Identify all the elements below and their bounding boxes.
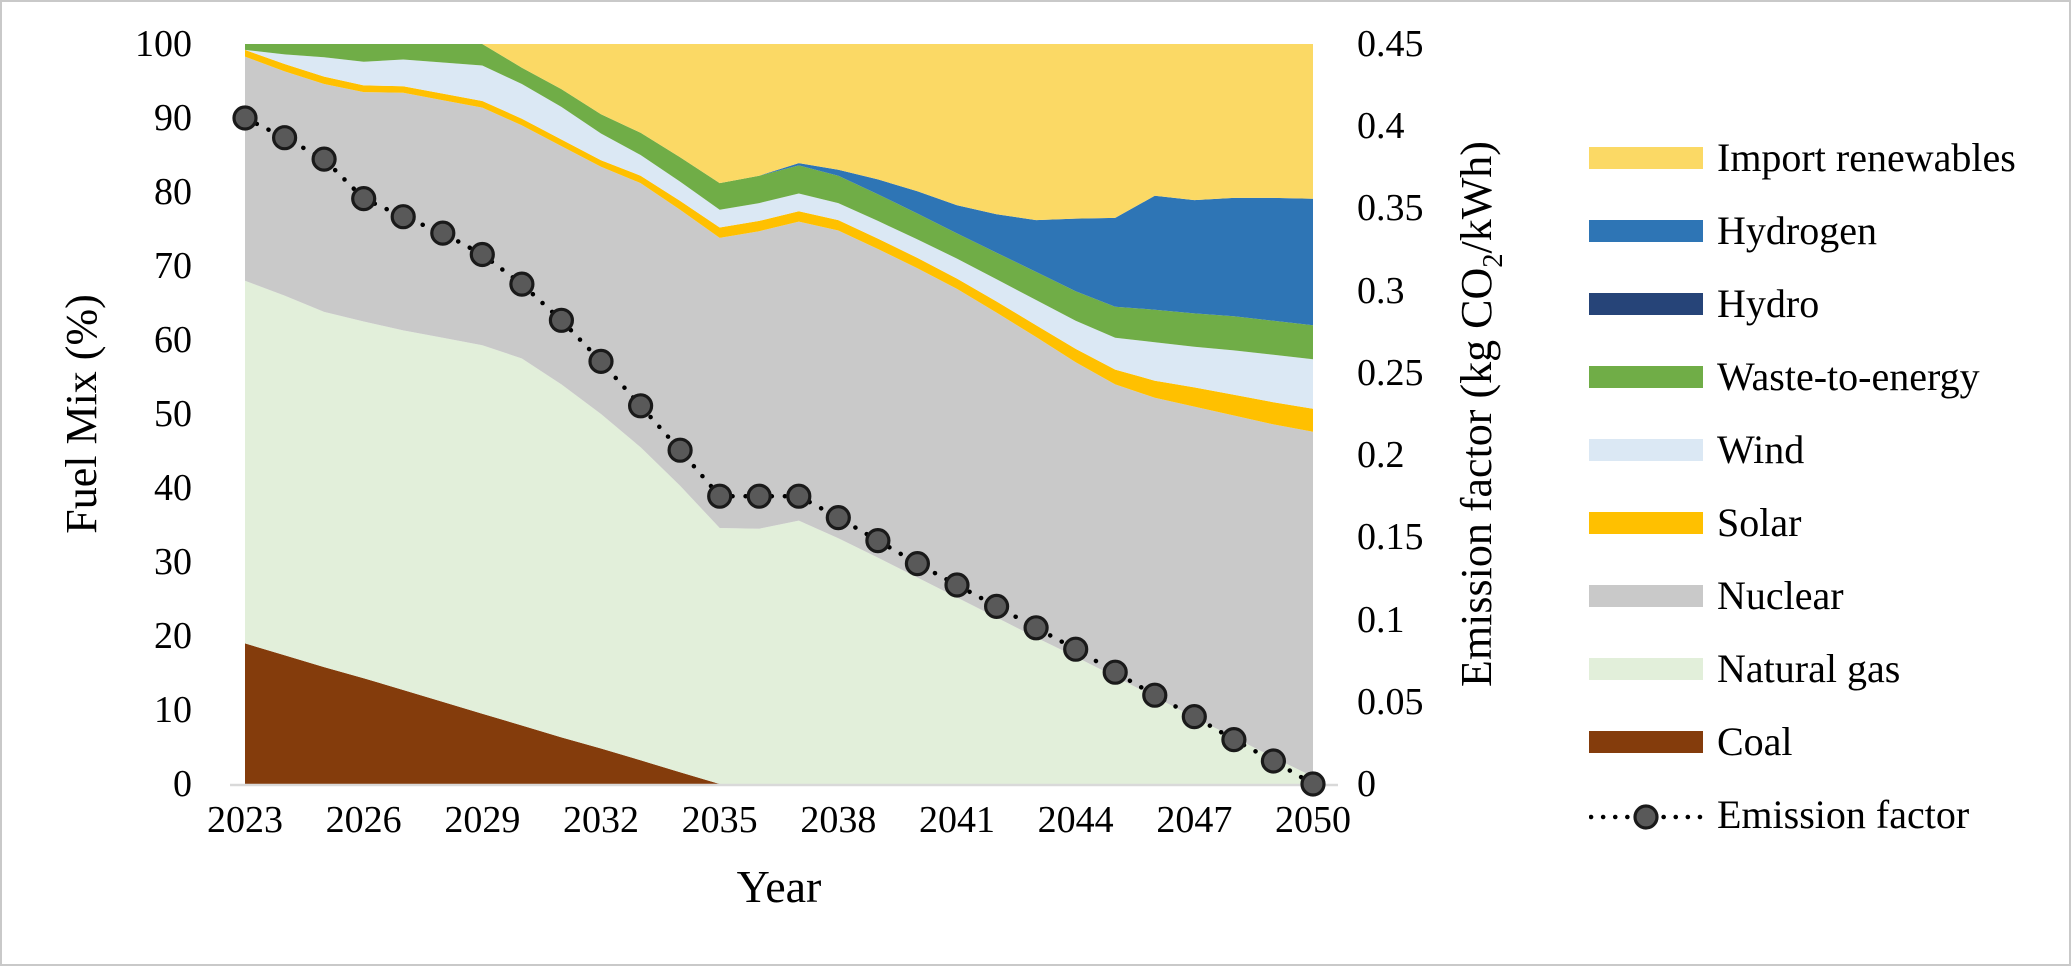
right-axis-tick: 0.35 (1357, 187, 1424, 230)
emission-factor-marker (1221, 726, 1247, 753)
emission-factor-marker (588, 348, 614, 374)
right-axis-title-pre: Emission factor (kg CO (1452, 267, 1501, 687)
right-axis-tick: 0 (1357, 763, 1376, 805)
left-axis-tick: 60 (154, 319, 192, 361)
legend-swatch-natural-gas (1589, 658, 1703, 680)
left-axis-tick: 20 (154, 615, 192, 657)
x-axis-tick: 2047 (1156, 799, 1233, 841)
emission-factor-marker (983, 593, 1010, 620)
x-axis-tick: 2029 (444, 799, 521, 841)
x-axis-tick: 2032 (563, 799, 639, 841)
legend-label-natural-gas: Natural gas (1717, 646, 1901, 691)
emission-factor-marker (351, 186, 377, 212)
legend-circle-marker (1633, 804, 1659, 830)
left-axis-tick: 30 (154, 541, 192, 583)
legend-label-waste-to-energy: Waste-to-energy (1717, 354, 1980, 399)
legend-label-nuclear: Nuclear (1717, 573, 1844, 618)
right-axis-tick: 0.05 (1357, 680, 1424, 723)
left-axis-tick: 80 (154, 171, 192, 213)
emission-factor-marker (469, 241, 495, 268)
emission-factor-marker (707, 483, 733, 509)
legend-swatch-waste-to-energy (1589, 366, 1703, 388)
legend-swatch-hydro (1589, 293, 1703, 315)
emission-factor-marker (548, 307, 575, 333)
emission-factor-marker (509, 271, 535, 297)
area-wind (245, 49, 1313, 409)
emission-factor-marker (1063, 636, 1089, 662)
emission-factor-marker (865, 527, 891, 554)
area-nuclear (245, 56, 1313, 777)
emission-factor-marker (232, 105, 258, 131)
legend-marker-emission-factor (1589, 804, 1703, 830)
emission-factor-marker (667, 437, 693, 463)
left-axis-tick: 90 (154, 97, 192, 139)
area-natural-gas (245, 280, 1313, 784)
legend-label-wind: Wind (1717, 427, 1805, 472)
right-axis-title: Emission factor (kg CO2/kWh) (1452, 44, 1509, 784)
x-axis-title: Year (736, 861, 822, 912)
legend-label-hydrogen: Hydrogen (1717, 208, 1877, 253)
right-axis-tick: 0.45 (1357, 23, 1424, 65)
left-axis-tick: 0 (173, 763, 192, 805)
right-axis-title-post: /kWh) (1452, 141, 1501, 254)
left-axis-title: Fuel Mix (%) (57, 294, 106, 534)
legend-label-hydro: Hydro (1717, 281, 1820, 326)
right-axis-tick: 0.2 (1357, 434, 1405, 477)
x-axis-tick: 2026 (325, 799, 402, 841)
emission-factor-marker (430, 220, 456, 246)
emission-factor-marker (1181, 703, 1207, 730)
emission-factor-marker (627, 393, 654, 419)
x-axis-tick: 2038 (800, 799, 877, 841)
right-axis-tick: 0.1 (1357, 598, 1405, 641)
emission-factor-marker (786, 483, 812, 509)
emission-factor-marker (944, 572, 970, 598)
legend-swatch-coal (1589, 731, 1703, 753)
emission-factor-marker (904, 550, 931, 577)
legend-swatch-hydrogen (1589, 220, 1703, 242)
area-coal (245, 643, 1313, 784)
area-import-renewables (245, 44, 1313, 221)
left-axis-tick: 100 (135, 23, 192, 65)
co2-subscript: 2 (1478, 253, 1509, 268)
right-axis-tick: 0.4 (1357, 105, 1405, 148)
emission-factor-marker (1260, 748, 1287, 774)
area-hydrogen (245, 44, 1313, 326)
right-axis-tick: 0.25 (1357, 351, 1424, 394)
emission-factor-marker (1142, 682, 1168, 708)
emission-factor-marker (1102, 659, 1128, 685)
x-axis-tick: 2044 (1037, 799, 1114, 841)
legend-label-emission-factor: Emission factor (1717, 792, 1970, 837)
emission-factor-line (242, 115, 1316, 787)
legend-label-coal: Coal (1717, 719, 1793, 764)
emission-factor-marker (311, 146, 337, 172)
legend-label-solar: Solar (1717, 500, 1802, 545)
right-axis-tick: 0.15 (1357, 516, 1424, 559)
left-axis-tick: 70 (154, 245, 192, 287)
x-axis-tick: 2023 (207, 799, 283, 841)
area-solar (245, 49, 1313, 432)
legend-swatch-wind (1589, 439, 1703, 461)
emission-factor-marker (825, 504, 851, 531)
emission-factor-marker (746, 483, 772, 509)
x-axis-tick: 2035 (681, 799, 758, 841)
emission-factor-marker (390, 204, 416, 230)
legend-label-import-renewables: Import renewables (1717, 135, 2016, 180)
x-axis-tick: 2041 (919, 799, 995, 841)
left-axis-tick: 10 (154, 689, 192, 731)
left-axis-tick: 50 (154, 393, 192, 435)
legend-swatch-import-renewables (1589, 147, 1703, 169)
emission-factor-marker (272, 125, 298, 151)
area-waste-to-energy (245, 44, 1313, 360)
emission-factor-marker (1023, 615, 1049, 641)
left-axis-tick: 40 (154, 467, 192, 509)
x-axis-tick: 2050 (1275, 799, 1351, 841)
right-axis-tick: 0.3 (1357, 269, 1405, 312)
legend-swatch-nuclear (1589, 585, 1703, 607)
legend-swatch-solar (1589, 512, 1703, 534)
emission-factor-marker (1300, 771, 1326, 797)
